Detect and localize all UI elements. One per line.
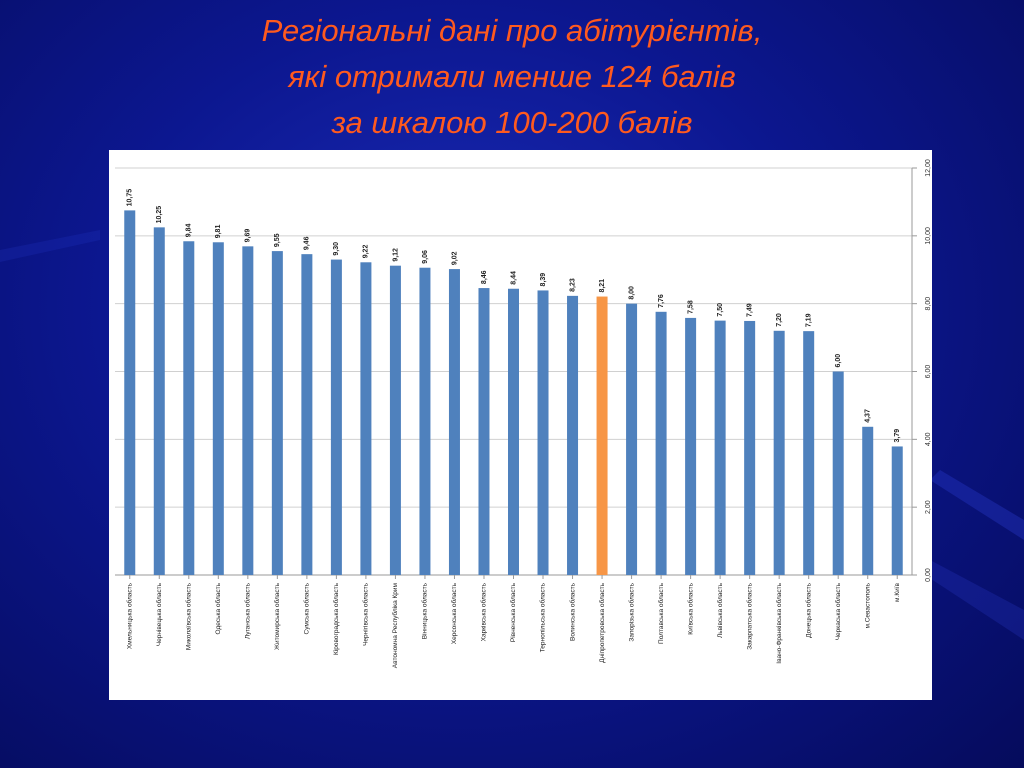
- category-label: Хмельницька область: [125, 582, 133, 649]
- y-tick-label: 4,00: [925, 432, 932, 446]
- bar: [773, 330, 785, 575]
- bar: [626, 303, 638, 575]
- data-label: 9,46: [304, 236, 311, 250]
- category-label: Житомирська область: [273, 582, 281, 650]
- category-label: Волинська область: [568, 582, 576, 641]
- bar: [537, 290, 549, 575]
- category-label: Запорізька область: [627, 582, 635, 641]
- category-label: Автономна Республіка Крим: [391, 582, 399, 668]
- slide-title-line-1: Регіональні дані про абітурієнтів,: [261, 13, 763, 48]
- data-label: 8,21: [599, 279, 606, 293]
- chart-panel: 0,00 2,00 4,00 6,00 8,00 10,00 12,00 10,75 Хмель…: [109, 150, 932, 700]
- category-label: Дніпропетровська область: [598, 582, 606, 662]
- y-tick-label: 12,00: [925, 159, 932, 177]
- data-label: 9,55: [274, 233, 281, 247]
- category-label: Полтавська область: [657, 582, 665, 644]
- category-label: Чернігівська область: [362, 582, 370, 646]
- bar: [419, 267, 431, 575]
- data-label: 3,79: [894, 429, 901, 443]
- bar: [153, 227, 165, 575]
- data-label: 7,20: [776, 313, 783, 327]
- bar: [714, 320, 726, 575]
- bar: [124, 210, 136, 576]
- category-label: Тернопільська область: [539, 582, 547, 652]
- category-label: м.Севастополь: [864, 582, 871, 628]
- category-label: Луганська область: [244, 582, 252, 639]
- category-label: Одеська область: [214, 582, 222, 634]
- data-label: 10,75: [127, 189, 134, 207]
- category-label: Харківська область: [480, 582, 488, 641]
- y-tick-label: 2,00: [925, 500, 932, 514]
- category-label: Київська область: [686, 582, 694, 634]
- category-label: Миколаївська область: [185, 582, 193, 650]
- bar: [478, 288, 490, 575]
- bar: [508, 288, 519, 575]
- category-label: м.Київ: [894, 582, 901, 601]
- data-label: 7,58: [687, 300, 694, 314]
- category-label: Херсонська область: [450, 582, 458, 644]
- bar: [567, 295, 579, 575]
- bar: [360, 262, 372, 575]
- bar: [891, 446, 903, 575]
- y-tick-label: 0,00: [925, 568, 932, 582]
- data-label: 8,44: [510, 271, 517, 285]
- data-label: 7,19: [806, 313, 813, 327]
- category-label: Рівненська область: [509, 582, 517, 642]
- data-label: 9,22: [363, 245, 370, 259]
- bar: [271, 251, 283, 575]
- data-label: 9,06: [422, 250, 429, 264]
- bar: [862, 426, 874, 575]
- category-label: Івано-Франківська область: [775, 582, 783, 663]
- category-label: Закарпатська область: [745, 582, 753, 649]
- bar: [301, 254, 313, 576]
- y-tick-label: 10,00: [925, 227, 932, 245]
- data-label: 9,69: [245, 229, 252, 243]
- category-label: Кіровоградська область: [332, 582, 340, 655]
- bar: [655, 311, 667, 575]
- slide-title-line-3: за шкалою 100-200 балів: [331, 105, 693, 140]
- bar: [183, 241, 195, 575]
- category-label: Сумська область: [303, 582, 311, 634]
- data-label: 9,81: [215, 225, 222, 239]
- bar: [803, 331, 815, 575]
- data-label: 7,50: [717, 303, 724, 317]
- data-label: 8,39: [540, 273, 547, 287]
- data-label: 9,12: [392, 248, 399, 262]
- category-label: Донецька область: [804, 582, 812, 637]
- bar: [242, 246, 254, 575]
- data-label: 9,02: [451, 251, 458, 265]
- data-label: 9,30: [333, 242, 340, 256]
- bar-chart: 0,00 2,00 4,00 6,00 8,00 10,00 12,00 10,75 Хмель…: [115, 159, 932, 668]
- slide-title-line-2: які отримали менше 124 балів: [288, 59, 736, 94]
- y-tick-label: 6,00: [925, 365, 932, 379]
- category-label: Черкаська область: [834, 582, 842, 640]
- data-label: 10,25: [156, 206, 163, 224]
- data-label: 7,76: [658, 294, 665, 308]
- y-tick-label: 8,00: [925, 297, 932, 311]
- bar: [389, 265, 401, 575]
- data-label: 8,46: [481, 270, 488, 284]
- data-label: 4,37: [865, 409, 872, 423]
- bar: [596, 296, 608, 575]
- data-label: 7,49: [746, 303, 753, 317]
- data-label: 8,00: [628, 286, 635, 300]
- category-label: Вінницька область: [421, 582, 429, 639]
- category-label: Львівська область: [716, 582, 724, 638]
- category-label: Чернівецька область: [155, 582, 163, 646]
- bar: [330, 259, 342, 575]
- slide-title: Регіональні дані про абітурієнтів, які о…: [0, 8, 1024, 146]
- bar: [448, 269, 460, 575]
- data-label: 6,00: [835, 354, 842, 368]
- bar: [832, 371, 844, 575]
- bar: [212, 242, 224, 575]
- bar: [744, 320, 756, 575]
- data-label: 9,84: [186, 224, 193, 238]
- bar: [685, 317, 697, 575]
- data-label: 8,23: [569, 278, 576, 292]
